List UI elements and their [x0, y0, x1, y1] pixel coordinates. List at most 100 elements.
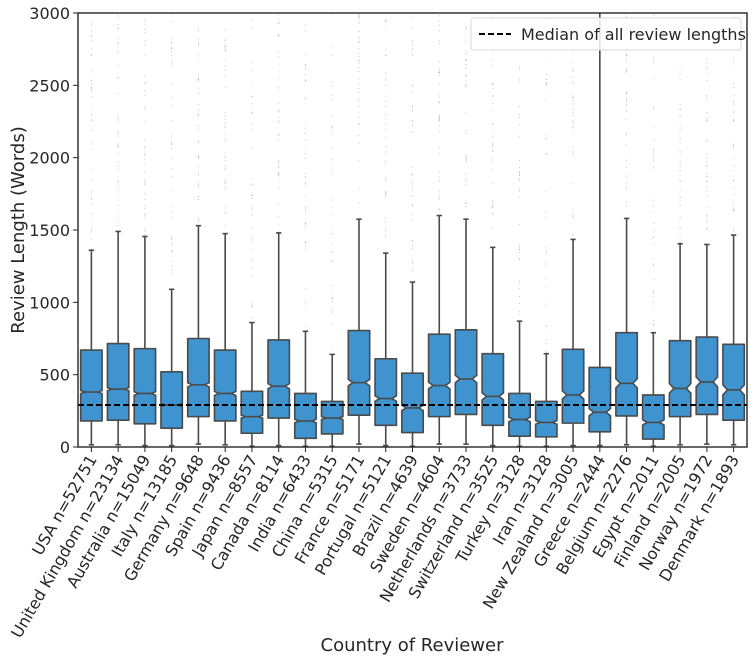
outlier-point	[626, 15, 628, 17]
outlier-point	[626, 13, 628, 15]
outlier-point	[171, 205, 173, 207]
outlier-point	[492, 124, 494, 126]
outlier-point	[465, 154, 467, 156]
outlier-point	[144, 182, 146, 184]
outlier-point	[331, 309, 333, 312]
outlier-point	[465, 156, 467, 158]
outlier-point	[331, 251, 333, 253]
outlier-point	[331, 82, 333, 84]
outlier-point	[304, 96, 307, 99]
outlier-point	[278, 139, 280, 141]
outlier-point	[144, 82, 146, 84]
outlier-point	[144, 162, 146, 165]
outlier-point	[626, 57, 628, 59]
outlier-point	[331, 45, 333, 47]
outlier-point	[90, 47, 92, 49]
outlier-point	[278, 203, 280, 206]
outlier-point	[251, 226, 253, 228]
outlier-point	[679, 240, 681, 242]
outlier-point	[144, 208, 146, 210]
outlier-point	[171, 242, 173, 244]
outlier-point	[90, 212, 92, 215]
outlier-point	[197, 155, 199, 157]
outlier-point	[358, 48, 360, 50]
outlier-point	[117, 24, 119, 26]
outlier-point	[438, 93, 440, 95]
outlier-point	[171, 167, 173, 169]
outlier-point	[545, 251, 547, 254]
outlier-point	[304, 139, 307, 141]
outlier-point	[385, 118, 387, 120]
outlier-point	[117, 51, 119, 53]
outlier-point	[706, 227, 708, 229]
outlier-point	[492, 15, 494, 17]
outlier-point	[706, 158, 708, 160]
outlier-point	[492, 182, 494, 184]
outlier-point	[652, 290, 654, 292]
outlier-point	[411, 270, 414, 272]
outlier-point	[492, 201, 494, 203]
outlier-point	[492, 157, 494, 159]
outlier-point	[626, 101, 628, 103]
outlier-point	[572, 234, 574, 236]
outlier-point	[197, 80, 199, 82]
outlier-point	[197, 79, 199, 81]
outlier-point	[411, 189, 414, 191]
outlier-point	[278, 111, 280, 113]
outlier-point	[304, 65, 307, 67]
outlier-point	[144, 228, 146, 230]
outlier-point	[652, 257, 654, 260]
box-2	[133, 347, 157, 425]
box-17	[534, 400, 558, 438]
outlier-point	[465, 184, 467, 186]
outlier-point	[278, 224, 280, 226]
outlier-point	[465, 26, 467, 28]
outlier-point	[572, 115, 574, 117]
outlier-point	[358, 101, 360, 103]
outlier-point	[572, 112, 574, 114]
outlier-point	[144, 21, 146, 23]
outlier-point	[224, 64, 226, 66]
outlier-point	[572, 121, 574, 124]
outlier-point	[545, 190, 547, 192]
outlier-point	[706, 58, 708, 60]
outlier-point	[411, 267, 414, 269]
outlier-point	[144, 29, 146, 31]
outlier-point	[224, 48, 226, 50]
outlier-point	[90, 191, 92, 193]
outlier-point	[545, 78, 547, 81]
box-12	[400, 372, 425, 434]
outlier-point	[411, 186, 414, 188]
outlier-point	[90, 231, 92, 233]
outlier-point	[224, 112, 226, 114]
outlier-point	[117, 14, 119, 16]
box-21	[641, 394, 665, 440]
outlier-point	[171, 157, 173, 159]
outlier-point	[278, 34, 280, 36]
outlier-point	[411, 248, 414, 250]
outlier-point	[358, 142, 360, 144]
outlier-point	[90, 80, 92, 82]
outlier-point	[251, 249, 253, 251]
outlier-point	[492, 129, 494, 131]
outlier-point	[197, 77, 199, 80]
outlier-point	[652, 301, 654, 303]
outlier-point	[197, 199, 199, 201]
outlier-point	[224, 165, 226, 168]
outlier-point	[171, 141, 173, 144]
outlier-point	[117, 144, 119, 146]
outlier-point	[90, 21, 92, 23]
y-tick-label: 0	[60, 438, 70, 457]
outlier-point	[626, 187, 628, 189]
outlier-point	[706, 120, 708, 122]
outlier-point	[518, 296, 521, 298]
outlier-point	[197, 156, 199, 159]
outlier-point	[278, 14, 280, 16]
outlier-point	[438, 176, 440, 178]
outlier-point	[224, 212, 226, 214]
outlier-point	[171, 104, 173, 106]
outlier-point	[545, 250, 547, 252]
outlier-point	[197, 42, 199, 44]
outlier-point	[251, 316, 253, 318]
outlier-point	[385, 228, 387, 230]
